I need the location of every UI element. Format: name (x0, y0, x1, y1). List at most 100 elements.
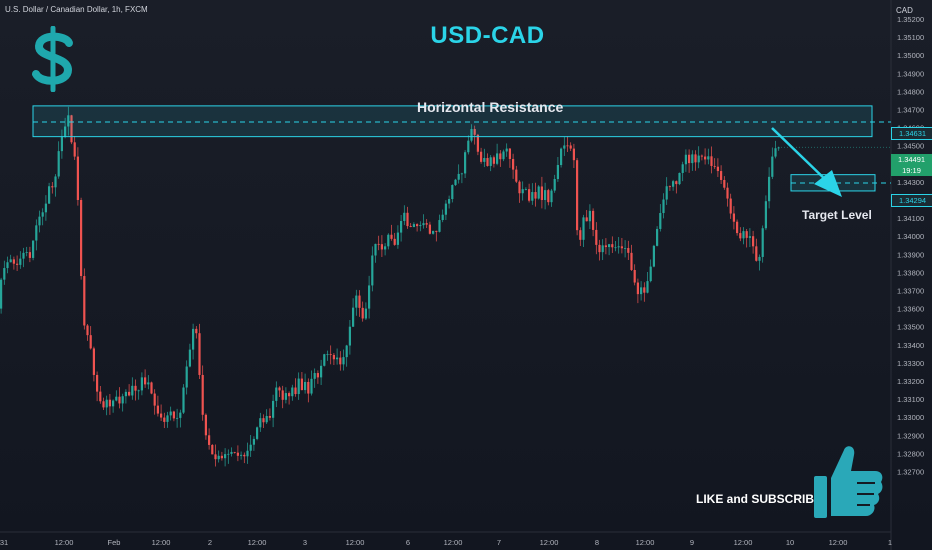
candle-body (339, 357, 342, 365)
candle-body (259, 418, 262, 428)
candle-body (428, 224, 431, 234)
candle-body (700, 155, 703, 157)
candle-body (566, 145, 569, 147)
candle-body (265, 415, 268, 423)
candle-body (656, 228, 659, 246)
candle-body (720, 171, 723, 180)
y-tick-label: 1.34700 (897, 106, 924, 115)
candle-body (419, 225, 422, 227)
candle-body (224, 454, 227, 459)
candle-body (409, 226, 412, 228)
x-tick-label: 10 (786, 538, 794, 547)
candle-body (182, 387, 185, 413)
candle-body (592, 210, 595, 230)
candle-body (739, 233, 742, 239)
candle-body (393, 238, 396, 245)
y-tick-label: 1.33700 (897, 287, 924, 296)
candle-body (694, 154, 697, 163)
symbol-label: U.S. Dollar / Canadian Dollar, 1h, FXCM (5, 5, 148, 14)
candle-body (297, 378, 300, 395)
candle-body (579, 230, 582, 240)
candle-body (729, 198, 732, 214)
candle-body (736, 221, 739, 234)
candle-body (387, 234, 390, 247)
candle-body (726, 187, 729, 199)
candle-body (611, 244, 614, 248)
candle-body (73, 142, 76, 157)
candle-body (67, 115, 70, 127)
candle-body (32, 240, 35, 258)
candle-body (57, 151, 60, 177)
x-tick-label: 12:00 (636, 538, 655, 547)
candle-body (38, 216, 41, 226)
candle-body (617, 246, 620, 248)
x-tick-label: 8 (595, 538, 599, 547)
resistance-label: Horizontal Resistance (417, 99, 564, 115)
candle-body (470, 129, 473, 141)
candle-body (764, 201, 767, 229)
y-tick-label: 1.34100 (897, 214, 924, 223)
candle-body (608, 244, 611, 248)
candle-body (316, 373, 319, 378)
x-tick-label: 3 (303, 538, 307, 547)
candle-body (25, 252, 28, 253)
candle-body (240, 454, 243, 456)
candle-body (585, 217, 588, 222)
candle-body (262, 418, 265, 423)
candle-body (16, 263, 19, 265)
x-tick-label: 9 (690, 538, 694, 547)
candle-body (153, 393, 156, 406)
y-tick-label: 1.33100 (897, 395, 924, 404)
candle-body (230, 451, 233, 454)
y-tick-label: 1.34800 (897, 87, 924, 96)
candle-body (99, 391, 102, 402)
candle-body (140, 377, 143, 391)
y-tick-label: 1.32700 (897, 468, 924, 477)
candle-body (486, 158, 489, 166)
candle-body (214, 454, 217, 460)
candle-body (451, 185, 454, 200)
candle-body (681, 164, 684, 173)
candle-body (163, 417, 166, 422)
candle-body (691, 154, 694, 164)
candle-body (441, 214, 444, 221)
x-tick-label: 2 (208, 538, 212, 547)
candle-body (662, 199, 665, 214)
candle-body (249, 444, 252, 451)
y-tick-label: 1.32800 (897, 449, 924, 458)
candle-body (496, 153, 499, 164)
candle-body (480, 151, 483, 162)
candle-body (435, 230, 438, 232)
candle-body (502, 151, 505, 160)
candle-body (460, 173, 463, 175)
candle-body (83, 276, 86, 326)
x-tick-label: 7 (497, 538, 501, 547)
candle-body (307, 381, 310, 394)
candle-body (86, 325, 89, 336)
candle-body (105, 399, 108, 408)
candle-body (35, 225, 38, 241)
x-tick-label: 12:00 (152, 538, 171, 547)
candle-body (336, 357, 339, 360)
candle-body (374, 243, 377, 256)
candle-body (64, 126, 67, 137)
candle-body (28, 252, 31, 258)
candle-body (633, 269, 636, 283)
candle-body (204, 414, 207, 436)
candle-body (665, 186, 668, 200)
candle-body (51, 186, 54, 188)
candle-body (358, 295, 361, 308)
candle-body (710, 156, 713, 166)
candle-body (185, 366, 188, 388)
candle-body (208, 435, 211, 445)
candle-body (483, 158, 486, 162)
candle-body (761, 228, 764, 257)
candle-body (547, 190, 550, 203)
candle-body (563, 145, 566, 149)
candle-body (528, 189, 531, 201)
candle-body (22, 252, 25, 259)
candle-body (476, 134, 479, 152)
candle-body (150, 382, 153, 394)
